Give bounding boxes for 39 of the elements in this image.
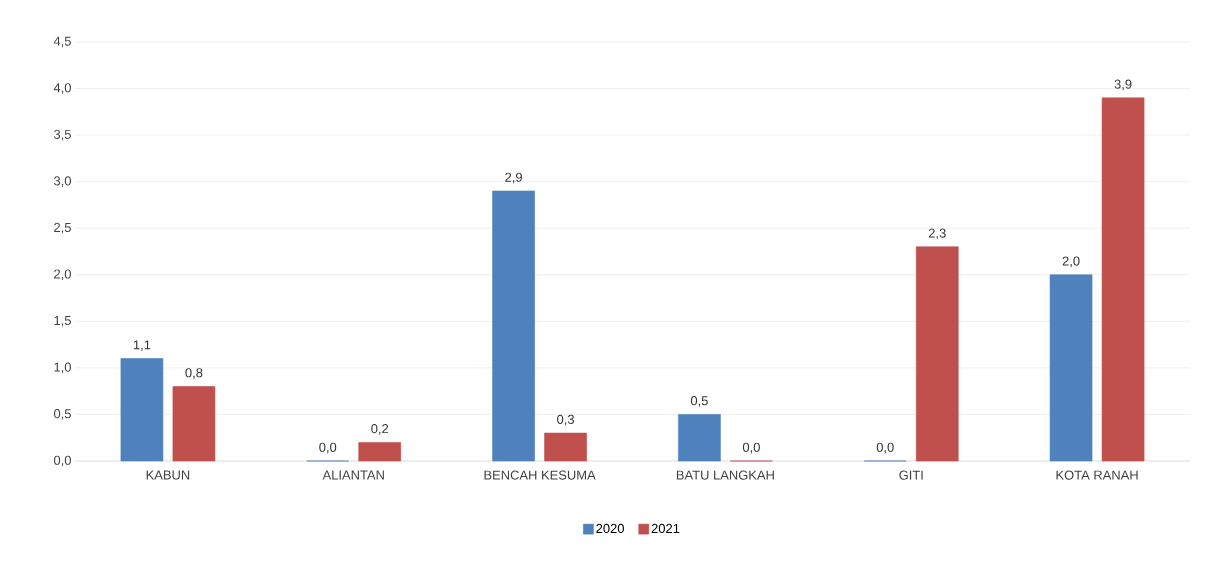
x-tick-label: KABUN xyxy=(146,470,190,480)
y-tick-label: 1,0 xyxy=(54,362,71,374)
x-tick-label: BATU LANGKAH xyxy=(676,470,774,480)
data-label: 2,9 xyxy=(505,172,522,184)
data-label: 0,3 xyxy=(557,414,575,426)
y-tick-label: 4,5 xyxy=(53,36,71,48)
data-label: 0,0 xyxy=(742,442,760,454)
data-label: 2,0 xyxy=(1062,256,1080,268)
bar xyxy=(172,386,216,462)
bar xyxy=(678,414,721,462)
y-tick-label: 0,5 xyxy=(53,409,71,420)
bar xyxy=(120,358,164,462)
x-tick-label: KOTA RANAH xyxy=(1056,470,1138,480)
y-tick-label: 2,5 xyxy=(54,222,71,234)
data-label: 1,1 xyxy=(133,340,151,351)
x-tick-label: GITI xyxy=(899,470,923,480)
data-label: 0,2 xyxy=(371,424,389,435)
data-label: 0,8 xyxy=(185,368,203,379)
bar xyxy=(544,432,587,462)
data-label: 3,9 xyxy=(1114,79,1132,91)
data-label: 0,0 xyxy=(876,442,894,454)
y-tick-label: 1,5 xyxy=(54,316,71,327)
data-label: 2,3 xyxy=(928,228,946,240)
bar xyxy=(358,442,402,462)
legend-label: 2021 xyxy=(651,523,680,534)
data-label: 0,0 xyxy=(319,442,337,454)
data-label: 0,5 xyxy=(690,396,708,407)
bar xyxy=(915,246,959,462)
bar xyxy=(492,190,535,462)
y-tick-label: 3,0 xyxy=(53,176,71,188)
legend-label: 2020 xyxy=(596,523,624,534)
y-tick-label: 2,0 xyxy=(54,269,71,281)
bar xyxy=(1101,97,1145,462)
x-tick-label: BENCAH KESUMA xyxy=(484,470,596,480)
x-tick-label: ALIANTAN xyxy=(322,470,384,480)
bar xyxy=(1049,274,1093,462)
y-tick-label: 3,5 xyxy=(53,129,71,141)
y-tick-label: 0,0 xyxy=(53,455,71,467)
y-tick-label: 4,0 xyxy=(53,83,71,94)
